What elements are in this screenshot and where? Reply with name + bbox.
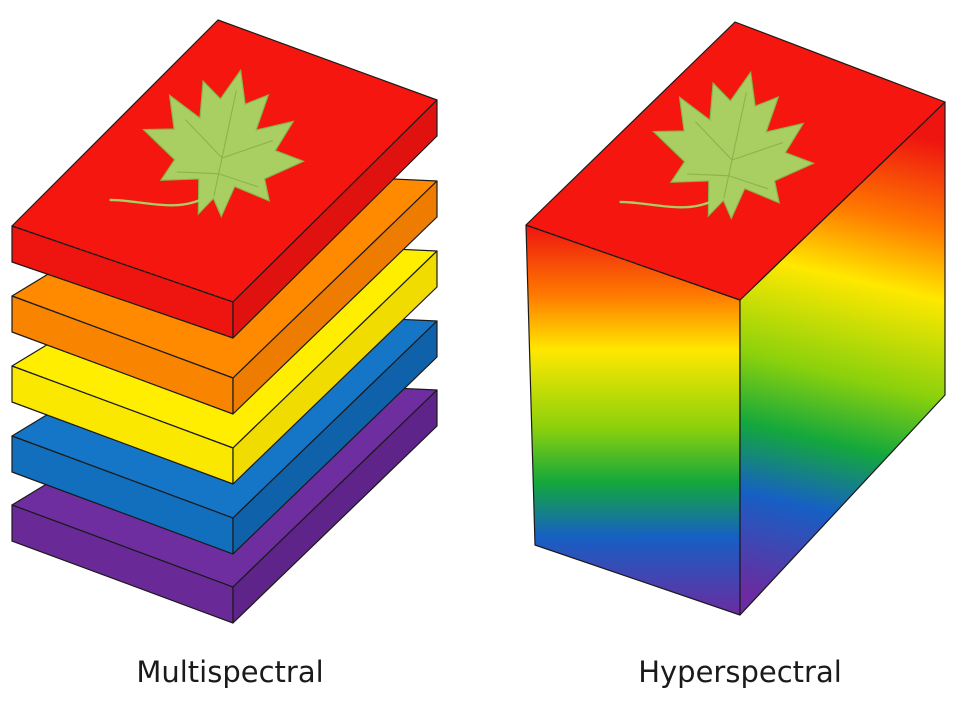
layer-orange-side (232, 180, 438, 415)
multispectral-label: Multispectral (136, 655, 324, 689)
layer-blue-side (232, 320, 438, 555)
leaf-icon-multispectral (109, 52, 320, 234)
hyperspectral-label: Hyperspectral (638, 655, 842, 689)
multispectral-stack (11, 19, 438, 624)
layer-yellow-side (232, 250, 438, 485)
layer-red-side (232, 99, 438, 339)
layer-purple-side (232, 389, 438, 624)
leaf-icon-hyperspectral (619, 54, 830, 236)
